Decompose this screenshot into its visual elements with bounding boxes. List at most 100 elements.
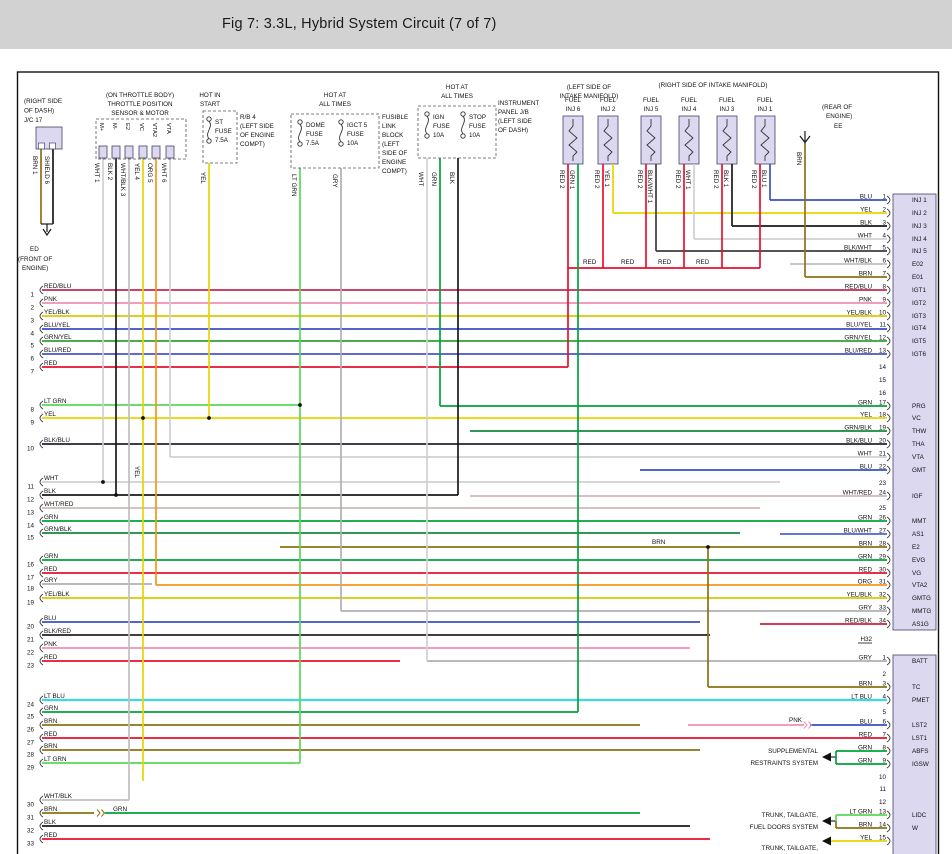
row-number: 3 [30, 318, 34, 325]
fuse-symbol [338, 119, 344, 125]
pin-wire-color: BRN [859, 271, 873, 278]
pin-name: MMT [912, 518, 926, 525]
lead-label: GRY [331, 174, 338, 188]
row-number: 19 [27, 600, 35, 607]
jc17-pin [38, 142, 45, 150]
pin-wire-color: BLU/WHT [844, 528, 872, 535]
connector-arc [39, 745, 44, 755]
row-wire-label: GRN [44, 705, 58, 712]
pin-name: INJ 2 [912, 210, 927, 217]
lead-label: RED 2 [712, 170, 719, 189]
lead-label: RED 2 [674, 170, 681, 189]
pin-name: IGF [912, 493, 923, 500]
connector-arc [886, 656, 891, 666]
fl-fuse-label: 7.5A [306, 140, 320, 147]
row-wire-label: RED [44, 731, 58, 738]
wire-color-label: BRN [652, 539, 666, 546]
connector-arc [39, 707, 44, 717]
pin-number: 32 [879, 592, 887, 599]
row-number: 1 [30, 292, 34, 299]
connector-arc [886, 568, 891, 578]
fuse-symbol [424, 111, 430, 117]
connector-arc [39, 490, 44, 500]
row-number: 6 [30, 356, 34, 363]
junction-dot [207, 416, 211, 420]
connector-arc [39, 579, 44, 589]
connector-arc [39, 720, 44, 730]
row-wire-label: RED [44, 832, 58, 839]
pin-wire-color: GRN [858, 758, 872, 765]
pin-name: VC [912, 415, 921, 422]
pin-number: 31 [879, 579, 887, 586]
ij-side-label: PANEL J/B [498, 109, 529, 116]
injector-name: INJ 4 [682, 106, 697, 113]
row-wire-label: RED [44, 566, 58, 573]
pin-number: 15 [879, 377, 887, 384]
lead-label: WHT [417, 172, 424, 186]
fl-side-label: ENGINE [382, 159, 406, 166]
fl-outline [290, 113, 380, 169]
pin-number: 8 [882, 284, 886, 291]
connector-arc [886, 195, 891, 205]
pin-wire-color: BLU/RED [845, 348, 873, 355]
row-wire-label: BLU/RED [44, 347, 72, 354]
pin-wire-color: WHT [858, 233, 872, 240]
pin-number: 7 [882, 271, 886, 278]
fuse-symbol [339, 123, 343, 143]
jc17-pin [49, 142, 56, 150]
pin-number: 6 [882, 258, 886, 265]
pin-number: 17 [879, 400, 887, 407]
st-outline [202, 110, 238, 164]
row-number: 21 [27, 637, 35, 644]
connector-arc [886, 336, 891, 346]
lead-label: SHIELD 6 [43, 156, 50, 184]
pin-number: 11 [879, 322, 886, 329]
throttle-pin-label: VC [138, 123, 144, 131]
fl-fuse-label: FUSE [306, 131, 323, 138]
pin-number: 7 [882, 732, 886, 739]
pin-number: 27 [879, 528, 887, 535]
system-arrow [822, 836, 831, 846]
lead-label: BLK [448, 172, 455, 185]
ee-caption: ENGINE) [826, 113, 852, 120]
pin-number: 13 [879, 348, 887, 355]
ed-ground-label: ED [30, 246, 39, 253]
row-number: 14 [27, 523, 35, 530]
fl-fuse-label: 10A [347, 140, 359, 147]
row-number: 25 [27, 714, 35, 721]
pin-name: INJ 4 [912, 236, 927, 243]
pin-number: 6 [882, 719, 886, 726]
pin-name: IGT2 [912, 300, 926, 307]
connector-arc [886, 285, 891, 295]
junction-dot [101, 480, 105, 484]
connector-arc [39, 808, 44, 818]
lead-label: BLK 2 [106, 163, 113, 181]
lead-label: WHT 6 [160, 163, 167, 183]
pin-number: 14 [879, 364, 887, 371]
pin-number: 21 [879, 451, 887, 458]
row-number: 8 [30, 407, 34, 414]
pin-wire-color: BRN [859, 681, 873, 688]
pin-number: 34 [879, 618, 887, 625]
injector-box [562, 115, 584, 165]
pin-wire-color: GRN [858, 745, 872, 752]
row-wire-label: RED [44, 654, 58, 661]
injector-box [716, 115, 738, 165]
pin-wire-color: WHT/RED [843, 490, 873, 497]
throttle-pin [98, 145, 108, 159]
st-fuse-label: FUSE [215, 128, 232, 135]
row-wire-label: BLK/BLU [44, 437, 70, 444]
row-wire-label: BLU/YEL [44, 322, 70, 329]
row-number: 15 [27, 535, 35, 542]
row-number: 20 [27, 624, 35, 631]
throttle-pin [165, 145, 175, 159]
row-wire-label: GRY [44, 577, 58, 584]
st-fuse-label: 7.5A [215, 137, 229, 144]
row-number: 2 [30, 305, 34, 312]
injector-name: FUEL [757, 97, 774, 104]
throttle-pin-label: VTA [165, 123, 171, 134]
fl-side-label: SIDE OF [382, 150, 407, 157]
pin-number: 23 [879, 480, 887, 487]
pin-name: ABFS [912, 748, 928, 755]
fl-fuse-label: FUSE [347, 131, 364, 138]
